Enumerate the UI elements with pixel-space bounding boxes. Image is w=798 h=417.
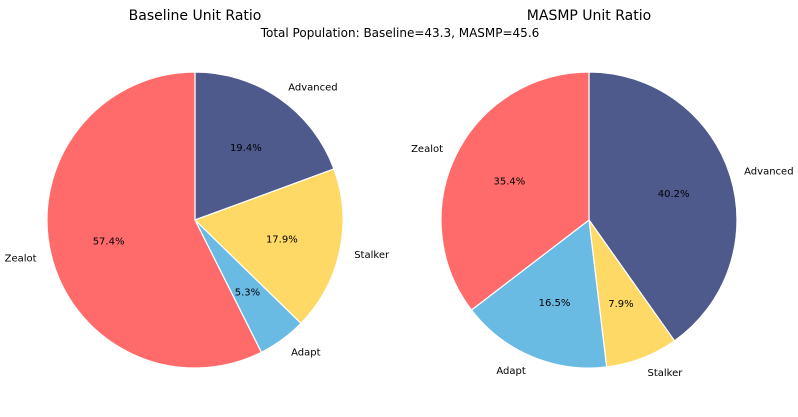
slice-percent-advanced: 40.2% [658, 189, 690, 200]
slice-percent-zealot: 35.4% [493, 177, 525, 188]
pie-slice-zealot [46, 71, 263, 369]
slice-percent-stalker: 17.9% [266, 235, 298, 246]
slice-percent-stalker: 7.9% [608, 299, 633, 310]
slice-percent-zealot: 57.4% [93, 236, 125, 247]
slice-label-advanced: Advanced [744, 167, 793, 178]
slice-label-adapt: Adapt [496, 366, 525, 377]
pie-slice-stalker [193, 168, 344, 325]
slice-label-stalker: Stalker [648, 368, 684, 379]
slice-label-zealot: Zealot [411, 144, 443, 155]
masmp-pie-title: MASMP Unit Ratio [527, 8, 651, 24]
slice-percent-adapt: 16.5% [539, 298, 571, 309]
slice-label-stalker: Stalker [354, 250, 390, 261]
baseline-pie-title: Baseline Unit Ratio [129, 8, 262, 24]
pie-slice-advanced [588, 71, 738, 342]
pie-slice-zealot [440, 71, 590, 311]
baseline-pie: Advanced 19.4% Stalker 17.9% Adapt 5.3% Zealot… [5, 71, 390, 369]
pie-slice-advanced [194, 71, 335, 221]
slice-label-advanced: Advanced [288, 83, 337, 94]
slice-label-adapt: Adapt [291, 347, 320, 358]
slice-percent-advanced: 19.4% [230, 143, 262, 154]
pie-slice-adapt [470, 218, 608, 369]
slice-percent-adapt: 5.3% [235, 288, 260, 299]
figure-suptitle: Total Population: Baseline=43.3, MASMP=4… [260, 26, 540, 40]
slice-label-zealot: Zealot [5, 254, 37, 265]
masmp-pie: Advanced 40.2% Stalker 7.9% Adapt 16.5% Zealot… [411, 71, 794, 379]
